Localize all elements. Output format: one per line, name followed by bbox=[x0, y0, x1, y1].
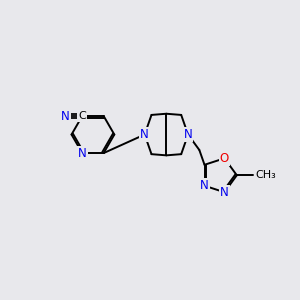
Text: N: N bbox=[184, 128, 192, 141]
Text: CH₃: CH₃ bbox=[255, 170, 276, 180]
Text: N: N bbox=[78, 147, 87, 160]
Text: N: N bbox=[220, 186, 229, 199]
Text: N: N bbox=[140, 128, 149, 141]
Text: O: O bbox=[220, 152, 229, 165]
Text: N: N bbox=[200, 179, 209, 192]
Text: N: N bbox=[61, 110, 70, 122]
Text: C: C bbox=[78, 111, 86, 121]
